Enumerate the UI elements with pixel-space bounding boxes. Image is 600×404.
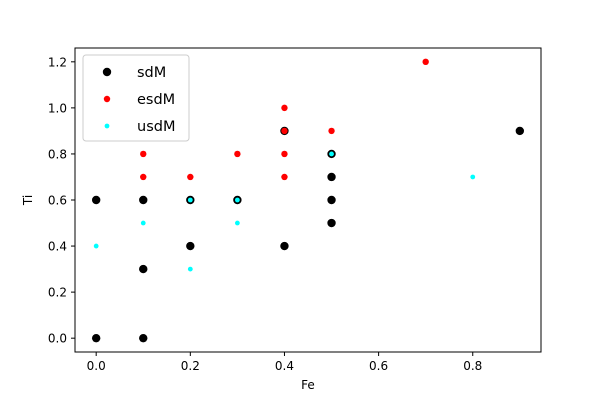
data-point-esdM-7 (281, 104, 288, 112)
x-tick-label: 0.6 (369, 359, 388, 373)
data-point-sdM-3 (139, 264, 148, 274)
legend: sdM esdM usdM (82, 54, 190, 142)
x-tick-label: 0.0 (87, 359, 106, 373)
data-point-usdM-2 (187, 266, 193, 272)
y-tick-label: 0.6 (48, 194, 67, 208)
ticks-layer: 0.0 0.2 0.4 0.6 0.8 0.0 0.2 0.4 0.6 0.8 1.0 1.2 (48, 55, 482, 373)
data-point-sdM-14 (515, 126, 525, 136)
x-tick-label: 0.2 (181, 359, 200, 373)
data-point-usdM-1 (140, 220, 146, 226)
legend-item-sdM: sdM (102, 65, 166, 81)
data-point-sdM-5 (186, 241, 195, 251)
data-point-esdM-3 (234, 150, 241, 158)
data-point-usdM-0 (93, 243, 99, 249)
data-point-usdM-3 (187, 197, 193, 203)
data-point-usdM-7 (470, 174, 476, 180)
legend-label-sdM: sdM (137, 65, 166, 81)
series-esdM (140, 58, 429, 181)
data-point-sdM-2 (139, 333, 148, 343)
data-point-esdM-1 (140, 150, 147, 158)
data-point-sdM-0 (91, 333, 101, 343)
data-point-esdM-2 (187, 173, 194, 181)
data-point-esdM-9 (422, 58, 429, 66)
y-tick-label: 0.2 (48, 286, 67, 300)
legend-marker-esdM (103, 95, 111, 103)
x-axis-label: Fe (301, 378, 315, 392)
legend-item-esdM: esdM (103, 92, 175, 108)
data-point-sdM-8 (280, 241, 289, 251)
series-sdM (91, 126, 525, 343)
y-axis-label: Ti (21, 195, 35, 206)
marks-layer (91, 58, 525, 343)
data-point-usdM-4 (234, 220, 240, 226)
legend-item-usdM: usdM (104, 119, 175, 135)
data-point-esdM-8 (328, 127, 335, 135)
legend-frame (82, 54, 190, 142)
y-tick-label: 1.2 (48, 55, 67, 69)
series-usdM (93, 151, 476, 272)
y-tick-label: 1.0 (48, 101, 67, 115)
data-point-esdM-0 (140, 173, 147, 181)
data-point-sdM-10 (327, 218, 336, 228)
data-point-usdM-5 (234, 197, 240, 203)
data-point-sdM-4 (139, 195, 148, 205)
data-point-esdM-6 (281, 127, 288, 135)
y-tick-label: 0.4 (48, 240, 67, 254)
legend-marker-sdM (102, 67, 112, 77)
legend-items: sdM esdM usdM (102, 65, 175, 135)
data-point-sdM-11 (327, 195, 336, 205)
data-point-sdM-1 (91, 195, 101, 205)
y-tick-label: 0.0 (48, 332, 67, 346)
data-point-esdM-4 (281, 173, 288, 181)
data-point-sdM-12 (327, 172, 336, 182)
data-point-usdM-6 (329, 151, 334, 157)
x-tick-label: 0.8 (463, 359, 482, 373)
legend-label-usdM: usdM (137, 119, 175, 135)
x-tick-label: 0.4 (275, 359, 294, 373)
legend-marker-usdM (104, 123, 110, 129)
data-point-esdM-5 (281, 150, 288, 158)
y-tick-label: 0.8 (48, 147, 67, 161)
legend-label-esdM: esdM (137, 92, 175, 108)
